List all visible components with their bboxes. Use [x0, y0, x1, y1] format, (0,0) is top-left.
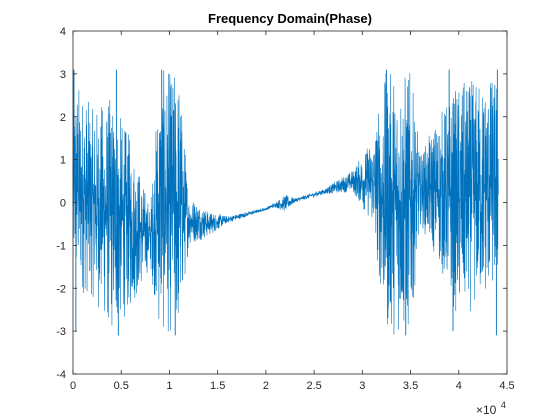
y-tick-label: 4: [60, 26, 66, 38]
x-tick-label: 3: [359, 380, 365, 392]
y-tick-label: -3: [56, 326, 66, 338]
x-tick-label: 4: [456, 380, 462, 392]
x-tick-label: 2: [263, 380, 269, 392]
x-tick-label: 1.5: [210, 380, 225, 392]
x-tick-label: 0.5: [114, 380, 129, 392]
x-ticks: 0 0.5 1 1.5 2 2.5 3 3.5 4 4.5: [70, 31, 515, 392]
phase-series-line: [72, 70, 499, 335]
x-tick-label: 3.5: [403, 380, 418, 392]
x-tick-label: 1: [166, 380, 172, 392]
series-layer: [72, 69, 499, 336]
x-tick-label: 4.5: [499, 380, 514, 392]
y-tick-label: 3: [60, 69, 66, 81]
y-tick-label: -4: [56, 369, 66, 381]
y-tick-label: 2: [60, 112, 66, 124]
x-exponent-label: ×10 4: [476, 400, 506, 418]
y-ticks: -4 -3 -2 -1 0 1 2 3 4: [56, 26, 507, 381]
x-tick-label: 2.5: [306, 380, 321, 392]
y-tick-label: 1: [60, 155, 66, 167]
x-tick-label: 0: [70, 380, 76, 392]
y-tick-label: -2: [56, 283, 66, 295]
x-exponent-power: 4: [501, 400, 506, 410]
y-tick-label: -1: [56, 240, 66, 252]
chart-title: Frequency Domain(Phase): [208, 11, 372, 26]
y-tick-label: 0: [60, 198, 66, 210]
x-exponent-base: ×10: [476, 403, 497, 417]
